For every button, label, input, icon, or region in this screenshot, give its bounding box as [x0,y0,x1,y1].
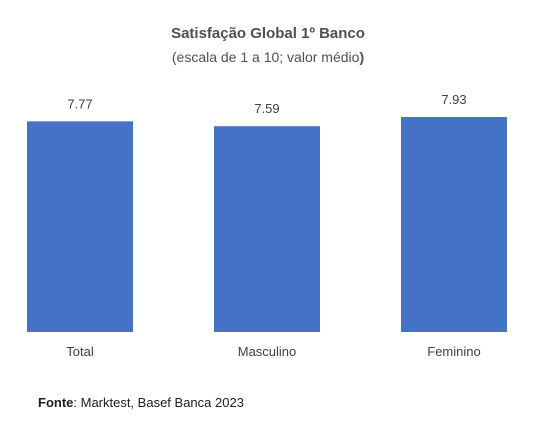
source-note: Fonte: Marktest, Basef Banca 2023 [38,395,244,410]
bar-total [27,121,133,332]
tick-label-masculino: Masculino [238,344,297,359]
bar-masculino [214,126,320,332]
data-label-masculino: 7.59 [254,101,279,116]
chart-title: Satisfação Global 1º Banco [171,25,365,42]
tick-label-total: Total [66,344,94,359]
bars-group [27,117,507,332]
x-axis-tick-labels: Total Masculino Feminino [66,344,480,359]
data-label-feminino: 7.93 [441,92,466,107]
source-label: Fonte [38,395,73,410]
tick-label-feminino: Feminino [427,344,480,359]
bar-feminino [401,117,507,332]
chart-subtitle: (escala de 1 a 10; valor médio) [172,49,364,65]
chart-subtitle-main: (escala de 1 a 10; valor médio [172,49,360,65]
source-text: : Marktest, Basef Banca 2023 [73,395,244,410]
data-labels-group: 7.77 7.59 7.93 [67,92,466,116]
chart-subtitle-end: ) [359,49,364,65]
data-label-total: 7.77 [67,96,92,111]
